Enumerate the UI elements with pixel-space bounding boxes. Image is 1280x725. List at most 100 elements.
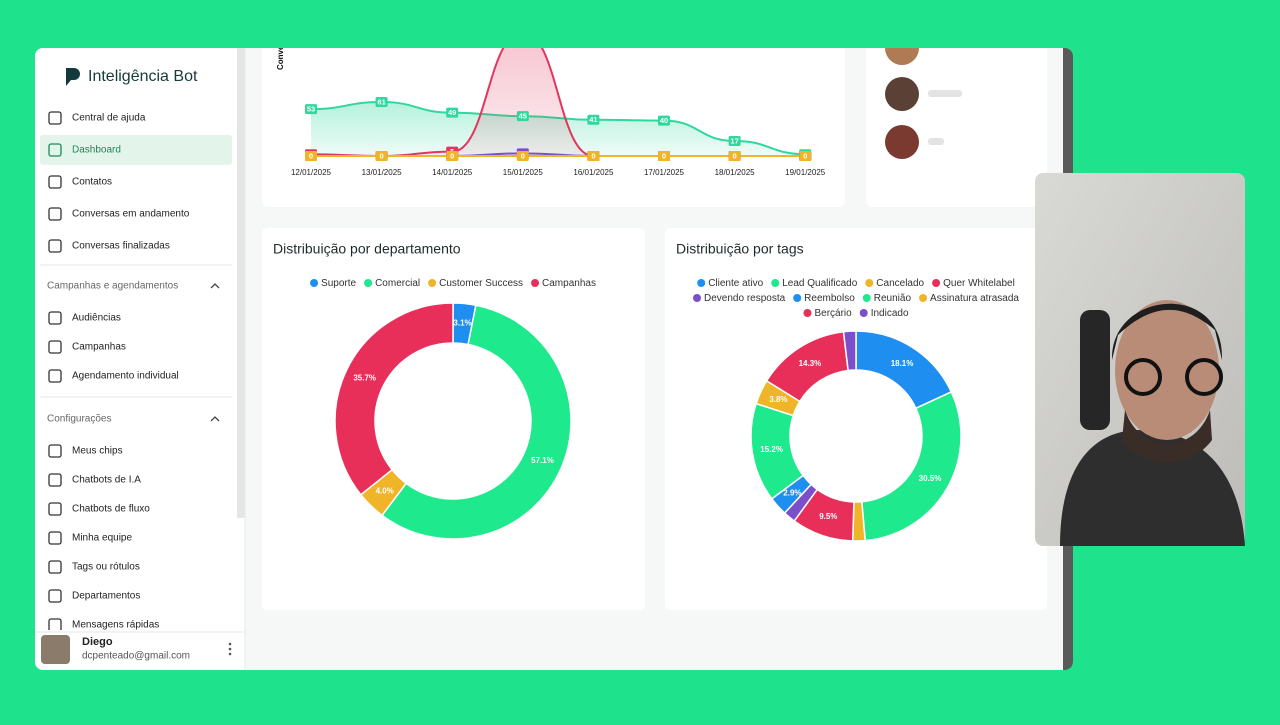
legend-item[interactable]: Campanhas: [531, 278, 596, 289]
data-label: 35.7%: [353, 374, 376, 383]
nav-item[interactable]: Dashboard: [72, 145, 121, 156]
legend-item[interactable]: Lead Qualificado: [771, 278, 858, 289]
data-label-bg: [658, 151, 670, 161]
chart-title: Distribuição por departamento: [273, 241, 461, 257]
legend-label: Suporte: [321, 278, 356, 289]
data-label-bg: [799, 151, 812, 161]
chart-title: Distribuição por tags: [676, 241, 804, 257]
legend-label: Assinatura atrasada: [930, 293, 1019, 304]
chart-card: [262, 228, 645, 610]
nav-item[interactable]: Minha equipe: [72, 533, 132, 544]
user-avatar: [41, 635, 70, 664]
nav-item[interactable]: Audiências: [72, 313, 121, 324]
users-card: [866, 48, 1047, 207]
nav-icon: [48, 207, 62, 221]
nav-item[interactable]: Meus chips: [72, 446, 123, 457]
data-label: 0: [803, 151, 807, 160]
brand: Inteligência Bot: [88, 68, 198, 85]
legend-item[interactable]: Comercial: [364, 278, 420, 289]
x-tick-label: 15/01/2025: [503, 168, 544, 177]
legend-item[interactable]: Suporte: [310, 278, 357, 289]
legend-item[interactable]: Cliente ativo: [697, 278, 764, 289]
nav-icon: [48, 369, 62, 383]
data-label: 41: [589, 115, 597, 124]
nav-icon: [48, 589, 62, 603]
legend-swatch: [803, 309, 812, 317]
nav-icon: [48, 444, 62, 458]
nav-item[interactable]: Mensagens rápidas: [72, 620, 159, 631]
legend-swatch: [793, 294, 802, 302]
data-label: 0: [450, 151, 454, 160]
data-label-bg: [446, 151, 459, 161]
legend-item[interactable]: Quer Whitelabel: [932, 278, 1015, 289]
nav-icon: [48, 473, 62, 487]
data-label: 9.5%: [819, 512, 837, 521]
data-label: 45: [519, 112, 527, 121]
nav-icon: [48, 143, 62, 157]
user-name: Diego: [82, 636, 113, 648]
x-tick-label: 12/01/2025: [291, 168, 332, 177]
legend-item[interactable]: Cancelado: [865, 278, 925, 289]
data-label: 2.9%: [783, 488, 801, 497]
data-label-bg: [728, 151, 741, 161]
donut-slice[interactable]: [860, 390, 962, 542]
data-label: 0: [521, 151, 525, 160]
legend-item[interactable]: Indicado: [859, 308, 909, 319]
legend-label: Indicado: [871, 308, 909, 319]
donut-slice[interactable]: [381, 304, 572, 540]
nav-item[interactable]: Agendamento individual: [72, 371, 179, 382]
legend-item[interactable]: Assinatura atrasada: [919, 293, 1019, 304]
data-label: 3.8%: [769, 395, 787, 404]
nav-icon: [48, 239, 62, 253]
nav-item[interactable]: Chatbots de I.A: [72, 475, 141, 486]
legend-swatch: [531, 279, 540, 287]
sidebar-list: Central de ajuda Dashboard Contatos Convers…: [40, 111, 232, 631]
data-label-bg: [728, 135, 741, 146]
avatar: [885, 125, 919, 159]
avatar: [885, 77, 919, 111]
data-label: 15.2%: [760, 445, 783, 454]
legend-item[interactable]: Berçário: [803, 308, 852, 319]
data-label: 57.1%: [531, 456, 554, 465]
data-label: 61: [377, 97, 385, 106]
legend-swatch: [310, 279, 319, 287]
data-label-bg: [446, 107, 459, 118]
section-title[interactable]: Configurações: [47, 414, 111, 425]
user-email: dcpenteado@gmail.com: [82, 651, 190, 662]
nav-item[interactable]: Tags ou rótulos: [72, 562, 140, 573]
legend-label: Campanhas: [542, 278, 596, 289]
nav-item[interactable]: Campanhas: [72, 342, 126, 353]
nav-icon: [48, 311, 62, 325]
legend-item[interactable]: Customer Success: [428, 278, 523, 289]
nav-item[interactable]: Central de ajuda: [72, 113, 146, 124]
donut-slice[interactable]: [842, 330, 857, 372]
x-tick-label: 19/01/2025: [785, 168, 826, 177]
legend-item[interactable]: Devendo resposta: [693, 293, 786, 304]
x-tick-label: 16/01/2025: [573, 168, 614, 177]
donut-slice[interactable]: [334, 302, 454, 496]
legend-item[interactable]: Reunião: [862, 293, 912, 304]
nav-item[interactable]: Conversas finalizadas: [72, 241, 170, 252]
legend-swatch: [697, 279, 706, 287]
nav-item[interactable]: Departamentos: [72, 591, 140, 602]
legend-label: Reunião: [874, 293, 912, 304]
data-label-bg: [587, 151, 600, 161]
legend-swatch: [693, 294, 702, 302]
user-menu[interactable]: [228, 642, 232, 656]
legend-label: Berçário: [814, 308, 852, 319]
nav-item[interactable]: Conversas em andamento: [72, 209, 190, 220]
nav-item[interactable]: Contatos: [72, 177, 112, 188]
legend-swatch: [865, 279, 874, 287]
data-label-bg: [516, 151, 529, 161]
legend-item[interactable]: Reembolso: [793, 293, 855, 304]
section-title[interactable]: Campanhas e agendamentos: [47, 281, 178, 292]
charts: 5361494541401722051400000000300000000000…: [273, 27, 1019, 542]
data-label: 3.1%: [453, 319, 471, 328]
data-label-bg: [517, 27, 529, 37]
legend-label: Devendo resposta: [704, 293, 786, 304]
data-label-bg: [375, 151, 388, 161]
data-label: 0: [380, 151, 384, 160]
nav-item[interactable]: Chatbots de fluxo: [72, 504, 150, 515]
y-axis-label: Conversas: [276, 29, 285, 70]
